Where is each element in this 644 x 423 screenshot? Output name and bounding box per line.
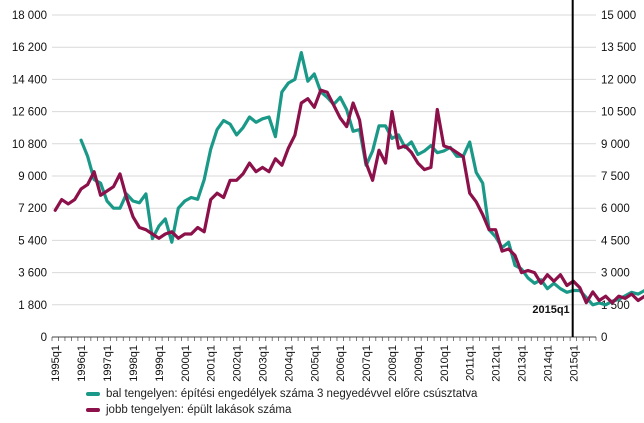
left-axis-tick-label: 7 200 <box>18 203 47 215</box>
left-axis-tick-label: 18 000 <box>12 10 47 22</box>
x-axis-tick-label: 2004q1 <box>283 345 295 382</box>
x-axis-tick-label: 2013q1 <box>517 345 529 382</box>
x-axis-tick-label: 2009q1 <box>413 345 425 382</box>
legend-swatch-built-homes <box>86 408 100 412</box>
right-axis-tick-label: 12 000 <box>601 74 636 86</box>
x-axis-tick-label: 2011q1 <box>465 345 477 381</box>
x-axis-tick-label: 1995q1 <box>50 345 62 382</box>
right-axis-tick-label: 0 <box>601 332 607 344</box>
right-axis-tick-label: 9 000 <box>601 139 630 151</box>
left-axis-tick-label: 5 400 <box>18 235 47 247</box>
x-axis-tick-label: 1999q1 <box>154 345 166 382</box>
chart-legend: bal tengelyen: építési engedélyek száma … <box>86 386 477 418</box>
left-axis-tick-label: 14 400 <box>12 74 47 86</box>
right-axis-tick-label: 3 000 <box>601 268 630 280</box>
right-axis-tick-label: 13 500 <box>601 42 636 54</box>
x-axis-tick-label: 1997q1 <box>102 345 114 382</box>
x-axis-tick-label: 1996q1 <box>76 345 88 382</box>
x-axis-tick-label: 2005q1 <box>309 345 321 382</box>
x-axis-tick-label: 2000q1 <box>180 345 192 382</box>
x-axis-tick-label: 2012q1 <box>491 345 503 382</box>
x-axis-tick-label: 2015q1 <box>568 345 580 382</box>
x-axis-tick-label: 2014q1 <box>542 345 554 382</box>
series-line-built-homes <box>53 88 644 305</box>
left-axis-tick-label: 9 000 <box>18 171 47 183</box>
x-axis-tick-label: 2003q1 <box>257 345 269 382</box>
legend-label-permits: bal tengelyen: építési engedélyek száma … <box>106 388 478 400</box>
left-axis-tick-label: 10 800 <box>12 139 47 151</box>
marker-label: 2015q1 <box>532 304 569 316</box>
x-axis-tick-label: 2002q1 <box>232 345 244 382</box>
legend-item-built-homes: jobb tengelyen: épült lakások száma <box>86 402 477 418</box>
right-axis-tick-label: 6 000 <box>601 203 630 215</box>
x-axis-tick-label: 2001q1 <box>206 345 218 382</box>
left-axis-tick-label: 16 200 <box>12 42 47 54</box>
right-axis-tick-label: 10 500 <box>601 107 636 119</box>
x-axis-tick-label: 1998q1 <box>128 345 140 382</box>
series-line-permits <box>79 50 644 307</box>
x-axis-tick-label: 2007q1 <box>361 345 373 382</box>
x-axis-tick-label: 2008q1 <box>387 345 399 382</box>
left-axis-tick-label: 0 <box>41 332 47 344</box>
legend-item-permits: bal tengelyen: építési engedélyek száma … <box>86 386 477 402</box>
right-axis-tick-label: 15 000 <box>601 10 636 22</box>
right-axis-tick-label: 7 500 <box>601 171 630 183</box>
left-axis-tick-label: 1 800 <box>18 300 47 312</box>
x-axis-tick-label: 2006q1 <box>335 345 347 382</box>
left-axis-tick-label: 3 600 <box>18 268 47 280</box>
x-axis-tick-label: 2010q1 <box>439 345 451 382</box>
legend-label-built-homes: jobb tengelyen: épült lakások száma <box>106 404 292 416</box>
legend-swatch-permits <box>86 392 100 396</box>
right-axis-tick-label: 4 500 <box>601 235 630 247</box>
left-axis-tick-label: 12 600 <box>12 107 47 119</box>
